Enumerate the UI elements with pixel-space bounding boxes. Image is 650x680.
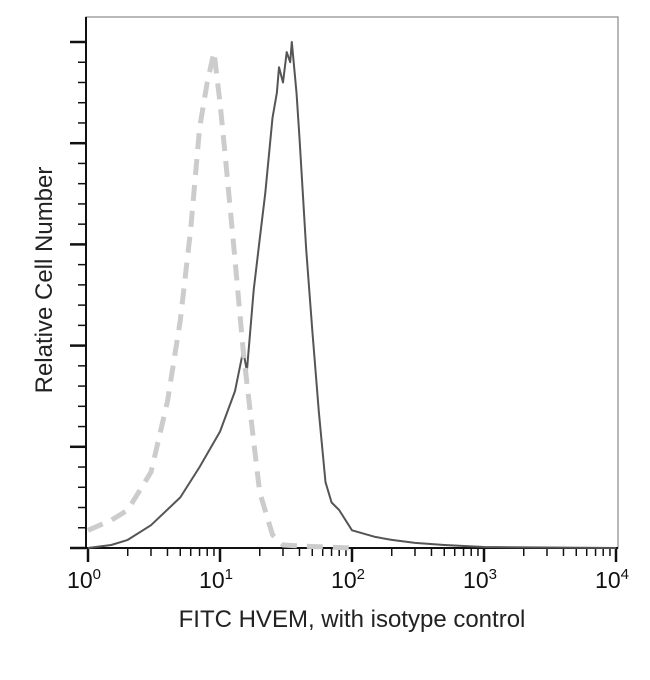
x-tick-label: 100 — [67, 566, 101, 593]
hvem-curve — [87, 41, 617, 549]
x-axis-title: FITC HVEM, with isotype control — [179, 606, 526, 633]
x-tick-label: 103 — [463, 566, 497, 593]
x-tick-label: 104 — [595, 566, 629, 593]
isotype-control-curve — [87, 49, 353, 551]
x-tick-label: 102 — [331, 566, 365, 593]
y-axis-title: Relative Cell Number — [31, 167, 58, 394]
plot-frame — [85, 16, 619, 549]
x-tick-label: 101 — [199, 566, 233, 593]
